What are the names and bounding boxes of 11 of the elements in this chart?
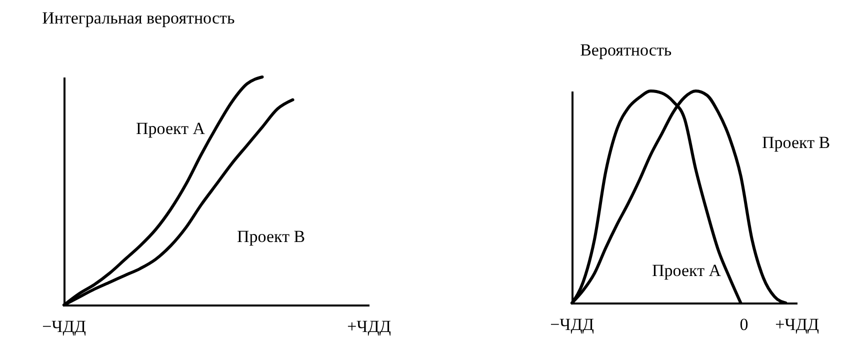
chart-title: Вероятность — [580, 40, 672, 60]
series-label: Проект А — [652, 261, 722, 280]
text: +ЧДД — [347, 317, 392, 336]
text: −ЧДД — [42, 317, 86, 336]
text: Проект В — [237, 227, 306, 246]
series-label: Проект В — [762, 133, 830, 152]
text: 0 — [740, 315, 748, 334]
chart-title: Интегральная вероятность — [42, 8, 235, 28]
text: −ЧДД — [550, 315, 594, 334]
series-label: Проект А — [136, 119, 206, 138]
text: +ЧДД — [775, 315, 820, 334]
